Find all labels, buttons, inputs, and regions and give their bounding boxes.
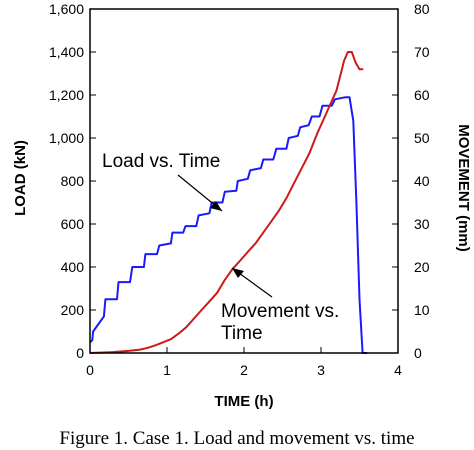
y-tick-label: 1,600 [49, 1, 84, 17]
figure-caption: Figure 1. Case 1. Load and movement vs. … [59, 428, 415, 449]
y-tick-label: 200 [61, 302, 85, 318]
movement-annotation-label-line2: Time [221, 323, 263, 344]
y-axis-title: LOAD (kN) [12, 140, 29, 216]
load-series-line [89, 96, 368, 354]
series-layer [89, 51, 368, 354]
x-tick-label: 0 [86, 362, 94, 378]
y-tick-label: 400 [61, 259, 85, 275]
y2-tick-label: 30 [414, 216, 430, 232]
y-tick-label: 800 [61, 173, 85, 189]
y2-tick-label: 80 [414, 1, 430, 17]
y-tick-label: 0 [76, 345, 84, 361]
y-tick-label: 1,000 [49, 130, 84, 146]
movement-annotation-label: Movement vs. [221, 301, 339, 322]
y2-tick-label: 40 [414, 173, 430, 189]
movement-annotation-arrowhead [232, 268, 244, 278]
load-annotation-label: Load vs. Time [102, 151, 220, 172]
y2-tick-label: 20 [414, 259, 430, 275]
x-axis-title: TIME (h) [214, 393, 273, 410]
y-tick-label: 600 [61, 216, 85, 232]
plot-frame [89, 8, 399, 354]
movement-series-line [89, 51, 364, 354]
y2-tick-label: 0 [414, 345, 422, 361]
x-tick-label: 2 [240, 362, 248, 378]
y2-tick-label: 10 [414, 302, 430, 318]
y2-axis-title: MOVEMENT (mm) [455, 124, 472, 252]
x-tick-label: 4 [394, 362, 402, 378]
x-tick-label: 1 [163, 362, 171, 378]
y2-tick-label: 70 [414, 44, 430, 60]
x-tick-label: 3 [317, 362, 325, 378]
load-movement-chart: 02004006008001,0001,2001,4001,6000102030… [12, 1, 472, 410]
y2-tick-label: 60 [414, 87, 430, 103]
y2-tick-label: 50 [414, 130, 430, 146]
y-tick-label: 1,200 [49, 87, 84, 103]
y-tick-label: 1,400 [49, 44, 84, 60]
load-annotation-arrowhead [210, 201, 222, 211]
